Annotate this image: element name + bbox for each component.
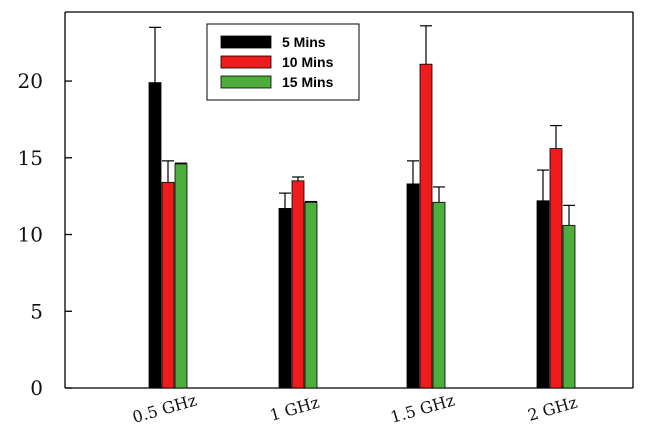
x-tick-label: 0.5 GHz xyxy=(130,391,198,427)
y-tick-label: 0 xyxy=(30,376,43,400)
legend-label: 5 Mins xyxy=(282,34,326,50)
legend-swatch xyxy=(220,75,272,89)
y-tick-label: 5 xyxy=(30,299,43,323)
bar-5-mins-0-5-ghz xyxy=(148,82,162,389)
error-bars xyxy=(149,25,575,226)
bar-10-mins-1-ghz xyxy=(291,180,305,389)
legend: 5 Mins 10 Mins 15 Mins xyxy=(206,23,360,101)
legend-label: 10 Mins xyxy=(282,54,334,70)
y-axis-ticks: 0 5 10 15 20 xyxy=(18,69,72,400)
legend-label: 15 Mins xyxy=(282,74,334,90)
y-tick-label: 10 xyxy=(18,223,43,247)
bar-5-mins-1-5-ghz xyxy=(406,183,420,389)
x-axis-ticks: 0.5 GHz 1 GHz 1.5 GHz 2 GHz xyxy=(130,391,579,427)
bar-10-mins-0-5-ghz xyxy=(161,181,175,389)
bars xyxy=(148,63,576,389)
bar-5-mins-2-ghz xyxy=(536,200,550,389)
legend-swatch xyxy=(220,55,272,69)
x-tick-label: 2 GHz xyxy=(526,393,580,425)
x-tick-label: 1 GHz xyxy=(268,393,322,425)
bar-15-mins-0-5-ghz xyxy=(174,163,188,389)
legend-swatch xyxy=(220,35,272,49)
bar-15-mins-2-ghz xyxy=(562,224,576,389)
y-tick-label: 20 xyxy=(18,69,43,93)
bar-10-mins-1-5-ghz xyxy=(419,63,433,389)
bar-10-mins-2-ghz xyxy=(549,148,563,389)
bar-5-mins-1-ghz xyxy=(278,208,292,389)
y-tick-label: 15 xyxy=(18,146,43,170)
bar-15-mins-1-ghz xyxy=(304,201,318,389)
x-tick-label: 1.5 GHz xyxy=(388,391,456,427)
bar-15-mins-1-5-ghz xyxy=(432,201,446,389)
